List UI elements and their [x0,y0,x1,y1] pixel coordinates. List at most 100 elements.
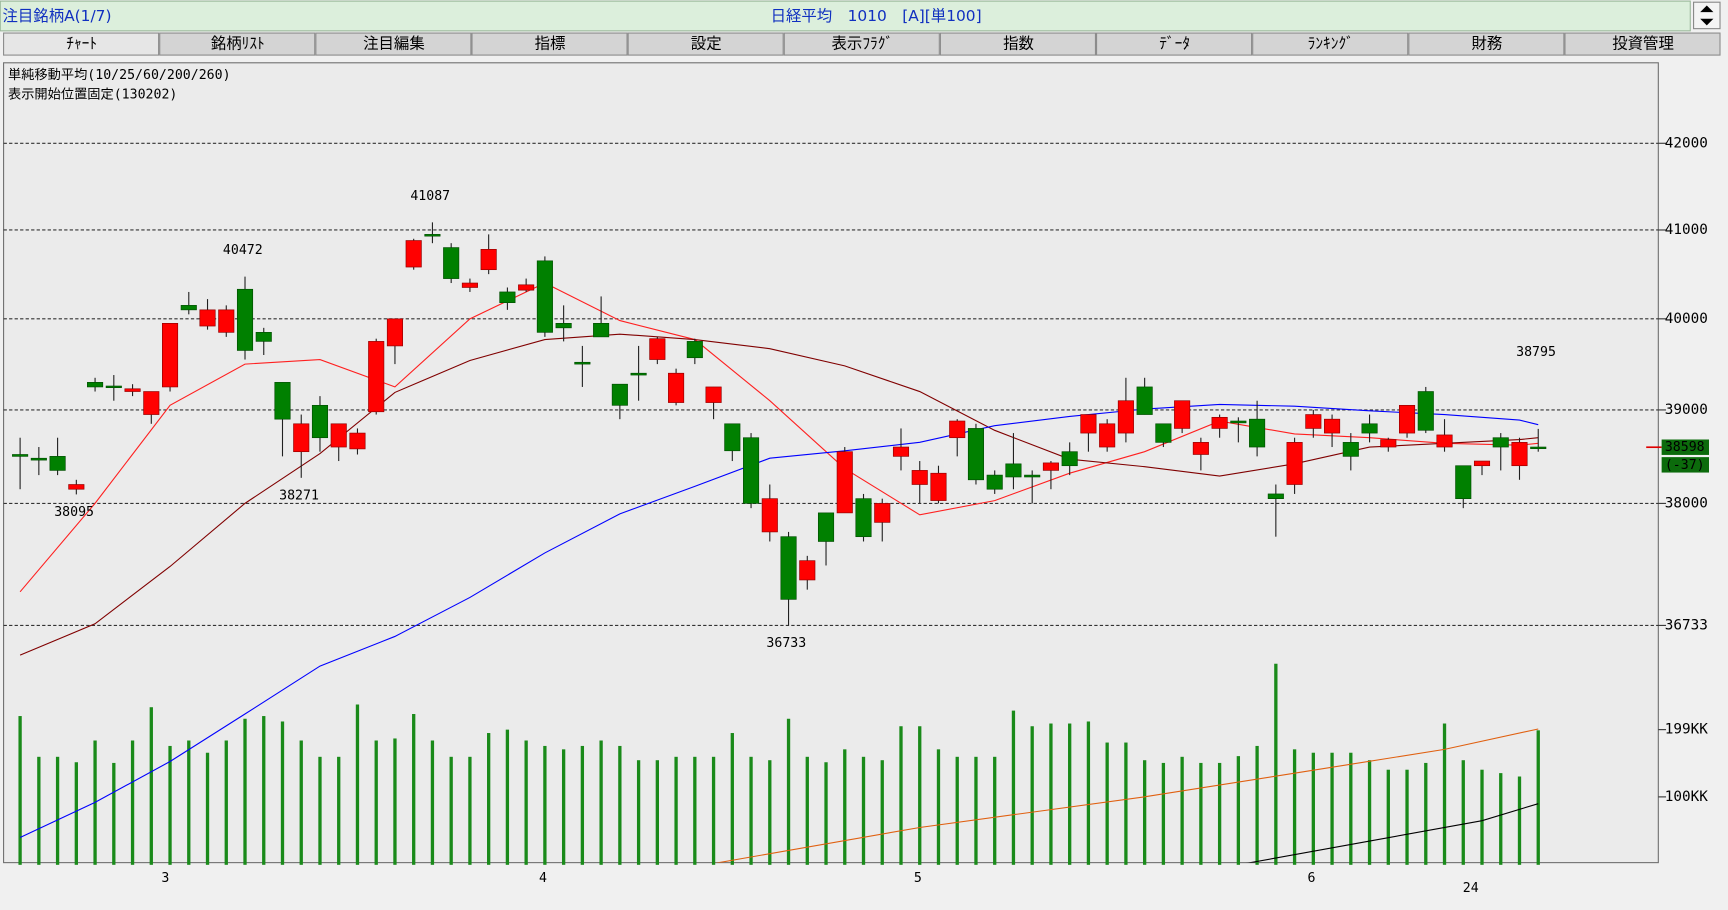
tab[interactable] [315,32,472,56]
volume-bar [1292,749,1297,865]
tab-label[interactable]: 財務 [1472,35,1503,53]
candle-body [555,323,572,329]
tab[interactable] [1564,32,1721,56]
tab[interactable] [939,32,1097,56]
candle-body [1492,437,1509,448]
volume-bar [599,740,603,865]
candles [12,222,1547,626]
volume-bar [1274,663,1278,865]
volume-bar [55,756,60,865]
tab[interactable] [159,32,316,56]
candle-body [874,503,891,523]
volume-bar [37,756,41,865]
last-price-box [1661,439,1709,455]
volume-bar [524,740,528,865]
candle-body [274,382,291,420]
volume-bar [318,756,322,865]
candle-body [236,288,254,351]
x-tick-label: 5 [914,871,922,886]
tab[interactable] [627,32,784,56]
tab-label[interactable]: 設定 [691,35,722,53]
candle-body [480,249,497,271]
candle-body [461,282,478,288]
candle-body [911,470,928,485]
candle-body [1042,462,1059,471]
tab-label[interactable]: ﾗﾝｷﾝｸﾞ [1308,35,1354,53]
tab[interactable] [783,32,940,56]
volume-bar [168,745,172,865]
volume-bar [880,760,884,865]
tab-label[interactable]: 投資管理 [1612,35,1674,53]
candle-body [1324,418,1341,434]
scroll-arrows [1700,5,1714,26]
candle-body [161,323,179,388]
volume-bar [955,756,959,865]
candle-body [724,423,741,452]
candle-body [199,309,216,327]
tab[interactable] [3,32,160,56]
tab-label[interactable]: 表示ﾌﾗｸﾞ [832,35,894,53]
chart-note: 単純移動平均(10/25/60/200/260) [8,67,231,83]
tab-label[interactable]: ﾃﾞｰﾀ [1159,35,1190,53]
tab-label[interactable]: 指標 [535,35,566,53]
candle-body [49,456,66,471]
moving-average [1247,803,1539,863]
tab[interactable] [471,32,628,56]
tab-label[interactable]: 銘柄ﾘｽﾄ [211,35,265,53]
candle-body [1530,446,1547,450]
volume-bar [449,756,453,865]
candle-body [293,423,310,453]
candle-body [1117,400,1134,434]
candle-body [218,309,235,333]
candle-body [255,332,272,342]
tab-label[interactable]: 注目編集 [363,35,425,53]
volume-bar [262,716,266,865]
volume-bar [1480,769,1484,865]
volume-bar [936,749,941,865]
volume-bar [1049,723,1053,865]
candle-body [986,474,1003,490]
x-tick-label: 6 [1307,871,1315,886]
candle-body [1230,420,1247,424]
last-price: 38598 (-37) [1646,439,1709,473]
volume-tick-label: 199KK [1665,722,1708,738]
volume-panel [18,663,1540,865]
candle-body [967,428,985,481]
volume-bar [374,740,378,865]
tab[interactable] [1252,32,1409,56]
moving-average [19,403,1539,839]
candle-body [1286,442,1303,485]
volume-bar [711,756,716,865]
candle-body [949,420,966,439]
tab[interactable] [1408,32,1565,56]
last-change: (-37) [1665,458,1705,473]
volume-bar [899,726,903,865]
candle-body [368,341,385,413]
chart-panel [3,62,1659,864]
candle-body [817,512,835,542]
last-price: 38598 [1665,440,1705,455]
candle-body [1024,474,1041,478]
volume-bar [1349,752,1353,865]
volume-bar [1086,721,1091,865]
y-tick-label: 39000 [1665,402,1708,418]
tab[interactable] [1096,32,1253,56]
volume-bar [1068,723,1072,865]
candle-body [124,388,141,392]
volume-bar [580,745,585,865]
volume-bar [149,707,153,865]
candle-body [1061,451,1078,467]
candle-body [1342,442,1359,457]
high-label: 38795 [1516,345,1556,360]
list-name: 注目銘柄A(1/7) [2,7,111,25]
volume-bar [786,718,791,865]
volume-bar [1461,760,1465,865]
volume-bar [561,749,566,865]
volume-bar [993,756,997,865]
volume-bar [468,756,472,865]
candle-body [1511,442,1528,467]
extreme-labels: 38095 38271 36733 40472 41087 38795 [54,189,1556,651]
tab-label[interactable]: 指数 [1003,35,1034,53]
tab-label[interactable]: ﾁｬｰﾄ [66,35,97,53]
